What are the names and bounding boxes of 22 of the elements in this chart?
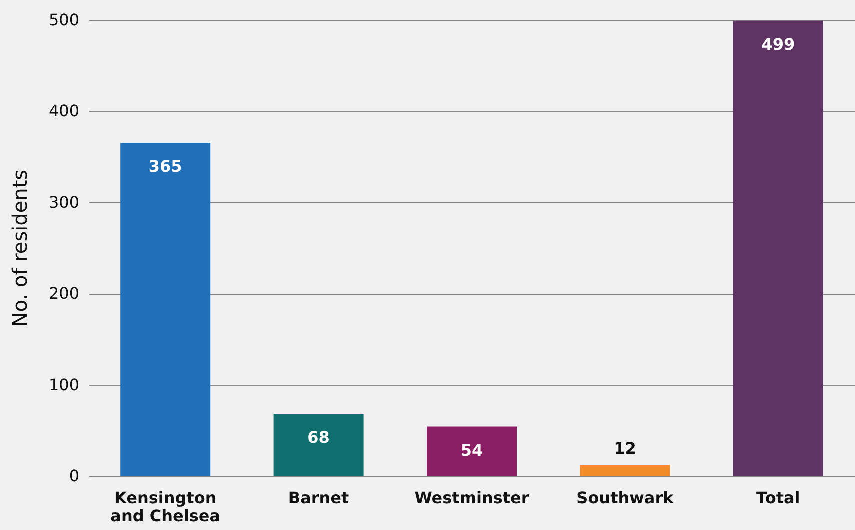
x-tick-label: Barnet bbox=[288, 488, 350, 508]
bar bbox=[580, 465, 670, 476]
x-tick-label: Kensington and Chelsea bbox=[110, 488, 221, 526]
y-tick-label: 300 bbox=[48, 192, 80, 212]
y-tick-label: 500 bbox=[48, 10, 80, 30]
bar bbox=[733, 20, 824, 476]
y-tick-label: 0 bbox=[69, 466, 80, 486]
data-label: 499 bbox=[762, 34, 796, 54]
x-tick-label: Total bbox=[756, 488, 800, 508]
y-axis-title: No. of residents bbox=[8, 170, 32, 328]
x-tick-label: Southwark bbox=[576, 488, 674, 508]
bar bbox=[274, 414, 364, 476]
y-tick-label: 200 bbox=[48, 284, 80, 304]
y-tick-label: 400 bbox=[48, 102, 80, 121]
data-label: 365 bbox=[148, 157, 182, 176]
bar bbox=[120, 143, 211, 476]
data-label: 54 bbox=[460, 440, 484, 460]
bar bbox=[427, 426, 517, 476]
data-label: 12 bbox=[614, 439, 636, 458]
data-label: 68 bbox=[308, 428, 330, 447]
y-tick-label: 100 bbox=[48, 375, 80, 394]
x-tick-label: Westminster bbox=[414, 488, 530, 508]
